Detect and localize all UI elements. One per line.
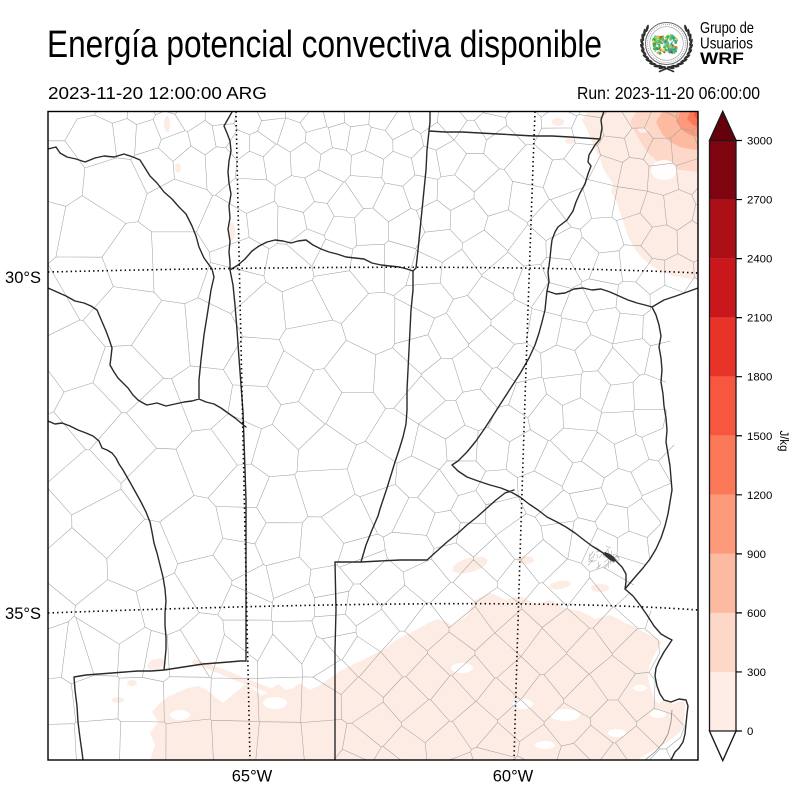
svg-text:3000: 3000 xyxy=(747,136,772,148)
svg-text:Usuarios: Usuarios xyxy=(700,36,753,53)
svg-text:Run: 2023-11-20 06:00:00: Run: 2023-11-20 06:00:00 xyxy=(577,83,760,103)
svg-text:Grupo de: Grupo de xyxy=(700,20,754,37)
svg-text:1800: 1800 xyxy=(747,372,772,384)
svg-text:60°W: 60°W xyxy=(493,768,534,786)
svg-text:Energía potencial convectiva d: Energía potencial convectiva disponible xyxy=(47,24,602,66)
svg-text:2700: 2700 xyxy=(747,195,772,207)
svg-text:1200: 1200 xyxy=(747,490,772,502)
svg-text:35°S: 35°S xyxy=(5,605,41,623)
svg-text:30°S: 30°S xyxy=(5,269,41,287)
svg-text:65°W: 65°W xyxy=(232,768,273,786)
svg-text:300: 300 xyxy=(747,667,766,679)
svg-text:1500: 1500 xyxy=(747,431,772,443)
svg-text:2400: 2400 xyxy=(747,254,772,266)
svg-text:0: 0 xyxy=(747,726,753,738)
svg-text:600: 600 xyxy=(747,608,766,620)
svg-text:2100: 2100 xyxy=(747,313,772,325)
svg-text:900: 900 xyxy=(747,549,766,561)
svg-text:2023-11-20 12:00:00 ARG: 2023-11-20 12:00:00 ARG xyxy=(48,83,267,103)
svg-text:WRF: WRF xyxy=(700,50,744,68)
svg-text:J/kg: J/kg xyxy=(777,430,789,451)
